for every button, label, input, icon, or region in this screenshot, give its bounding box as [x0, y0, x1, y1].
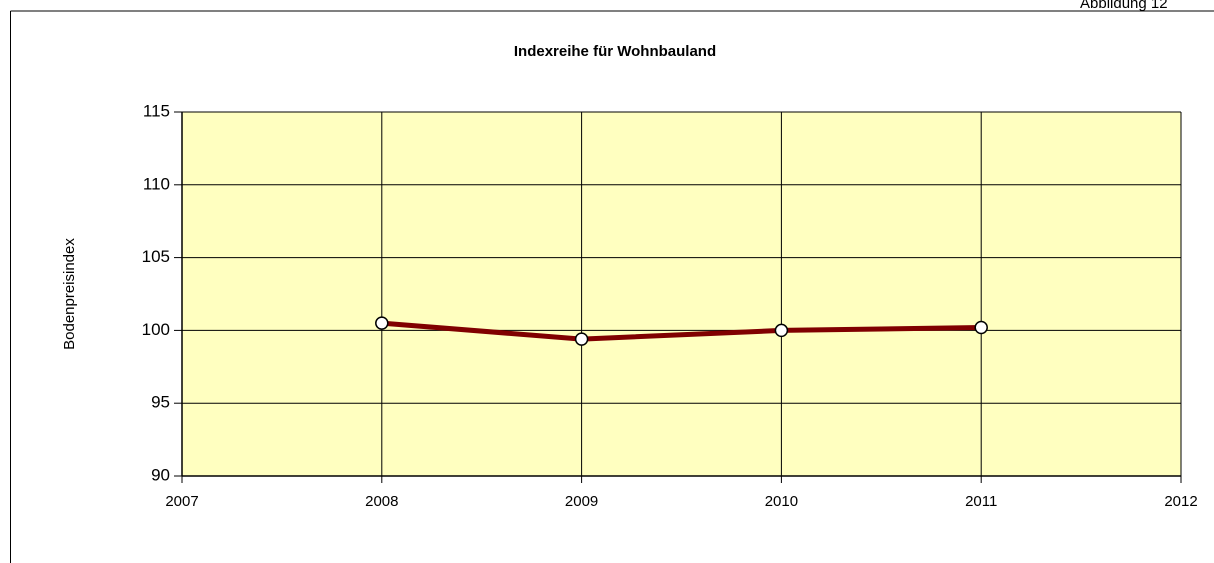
x-tick-label: 2010: [765, 493, 798, 510]
x-tick-label: 2008: [365, 493, 398, 510]
x-tick-label: 2011: [965, 493, 997, 510]
x-tick-label: 2012: [1164, 493, 1197, 510]
y-tick-label: 105: [142, 247, 170, 266]
chart-title: Indexreihe für Wohnbauland: [514, 43, 716, 60]
x-tick-label: 2009: [565, 493, 598, 510]
y-tick-label: 90: [151, 465, 170, 484]
plot-area: [182, 112, 1181, 476]
data-point: [974, 320, 988, 335]
y-tick-label: 110: [143, 174, 170, 193]
x-tick-label: 2007: [165, 493, 198, 510]
y-tick-label: 95: [151, 393, 170, 412]
data-point: [574, 332, 589, 346]
data-point: [375, 316, 389, 330]
y-tick-label: 100: [142, 320, 170, 339]
y-tick-label: 115: [143, 101, 170, 120]
figure-label: Abbildung 12: [1080, 0, 1168, 12]
data-line: [381, 320, 982, 342]
data-point: [774, 323, 789, 338]
y-axis-label: Bodenpreisindex: [61, 238, 78, 350]
